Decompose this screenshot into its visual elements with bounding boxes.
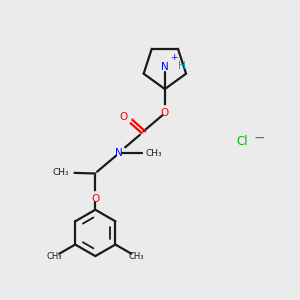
- Text: H: H: [178, 61, 186, 71]
- Text: −: −: [254, 130, 265, 145]
- Text: CH₃: CH₃: [129, 252, 144, 261]
- Text: CH₃: CH₃: [53, 168, 70, 177]
- Text: CH₃: CH₃: [145, 149, 162, 158]
- Text: Cl: Cl: [236, 135, 248, 148]
- Text: N: N: [115, 148, 122, 158]
- Text: O: O: [161, 108, 169, 118]
- Text: O: O: [119, 112, 128, 122]
- Text: +: +: [170, 53, 178, 62]
- Text: O: O: [91, 194, 99, 204]
- Text: CH₃: CH₃: [46, 252, 62, 261]
- Text: N: N: [161, 62, 169, 72]
